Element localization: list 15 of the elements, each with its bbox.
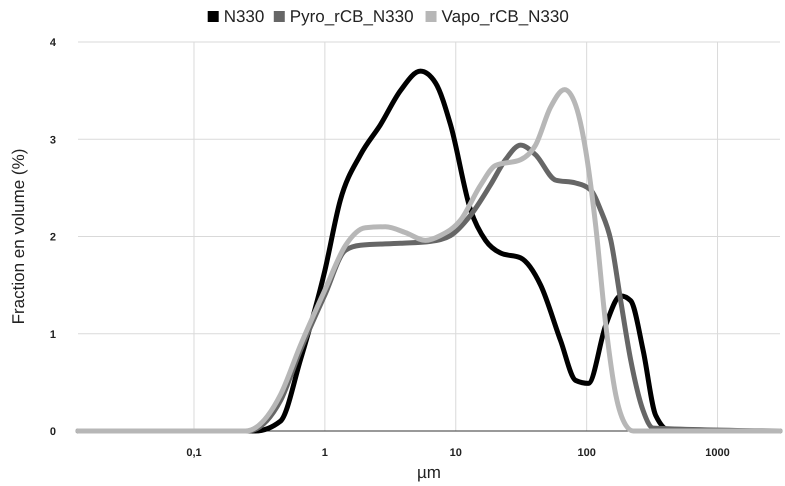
x-tick-label: 100 bbox=[577, 447, 596, 459]
y-tick-label: 4 bbox=[50, 37, 57, 49]
legend-label: N330 bbox=[224, 7, 264, 26]
legend-label: Vapo_rCB_N330 bbox=[442, 7, 569, 26]
x-tick-label: 10 bbox=[450, 447, 462, 459]
legend-label: Pyro_rCB_N330 bbox=[290, 7, 414, 26]
y-tick-label: 3 bbox=[50, 134, 56, 146]
y-tick-label: 0 bbox=[50, 426, 56, 438]
x-axis-title: µm bbox=[417, 463, 441, 482]
x-tick-label: 0,1 bbox=[186, 447, 202, 459]
x-tick-label: 1000 bbox=[705, 447, 730, 459]
y-tick-label: 2 bbox=[50, 232, 56, 244]
y-axis-title: Fraction en volume (%) bbox=[9, 148, 28, 324]
y-tick-label: 1 bbox=[50, 328, 56, 341]
x-tick-label: 1 bbox=[322, 447, 328, 459]
